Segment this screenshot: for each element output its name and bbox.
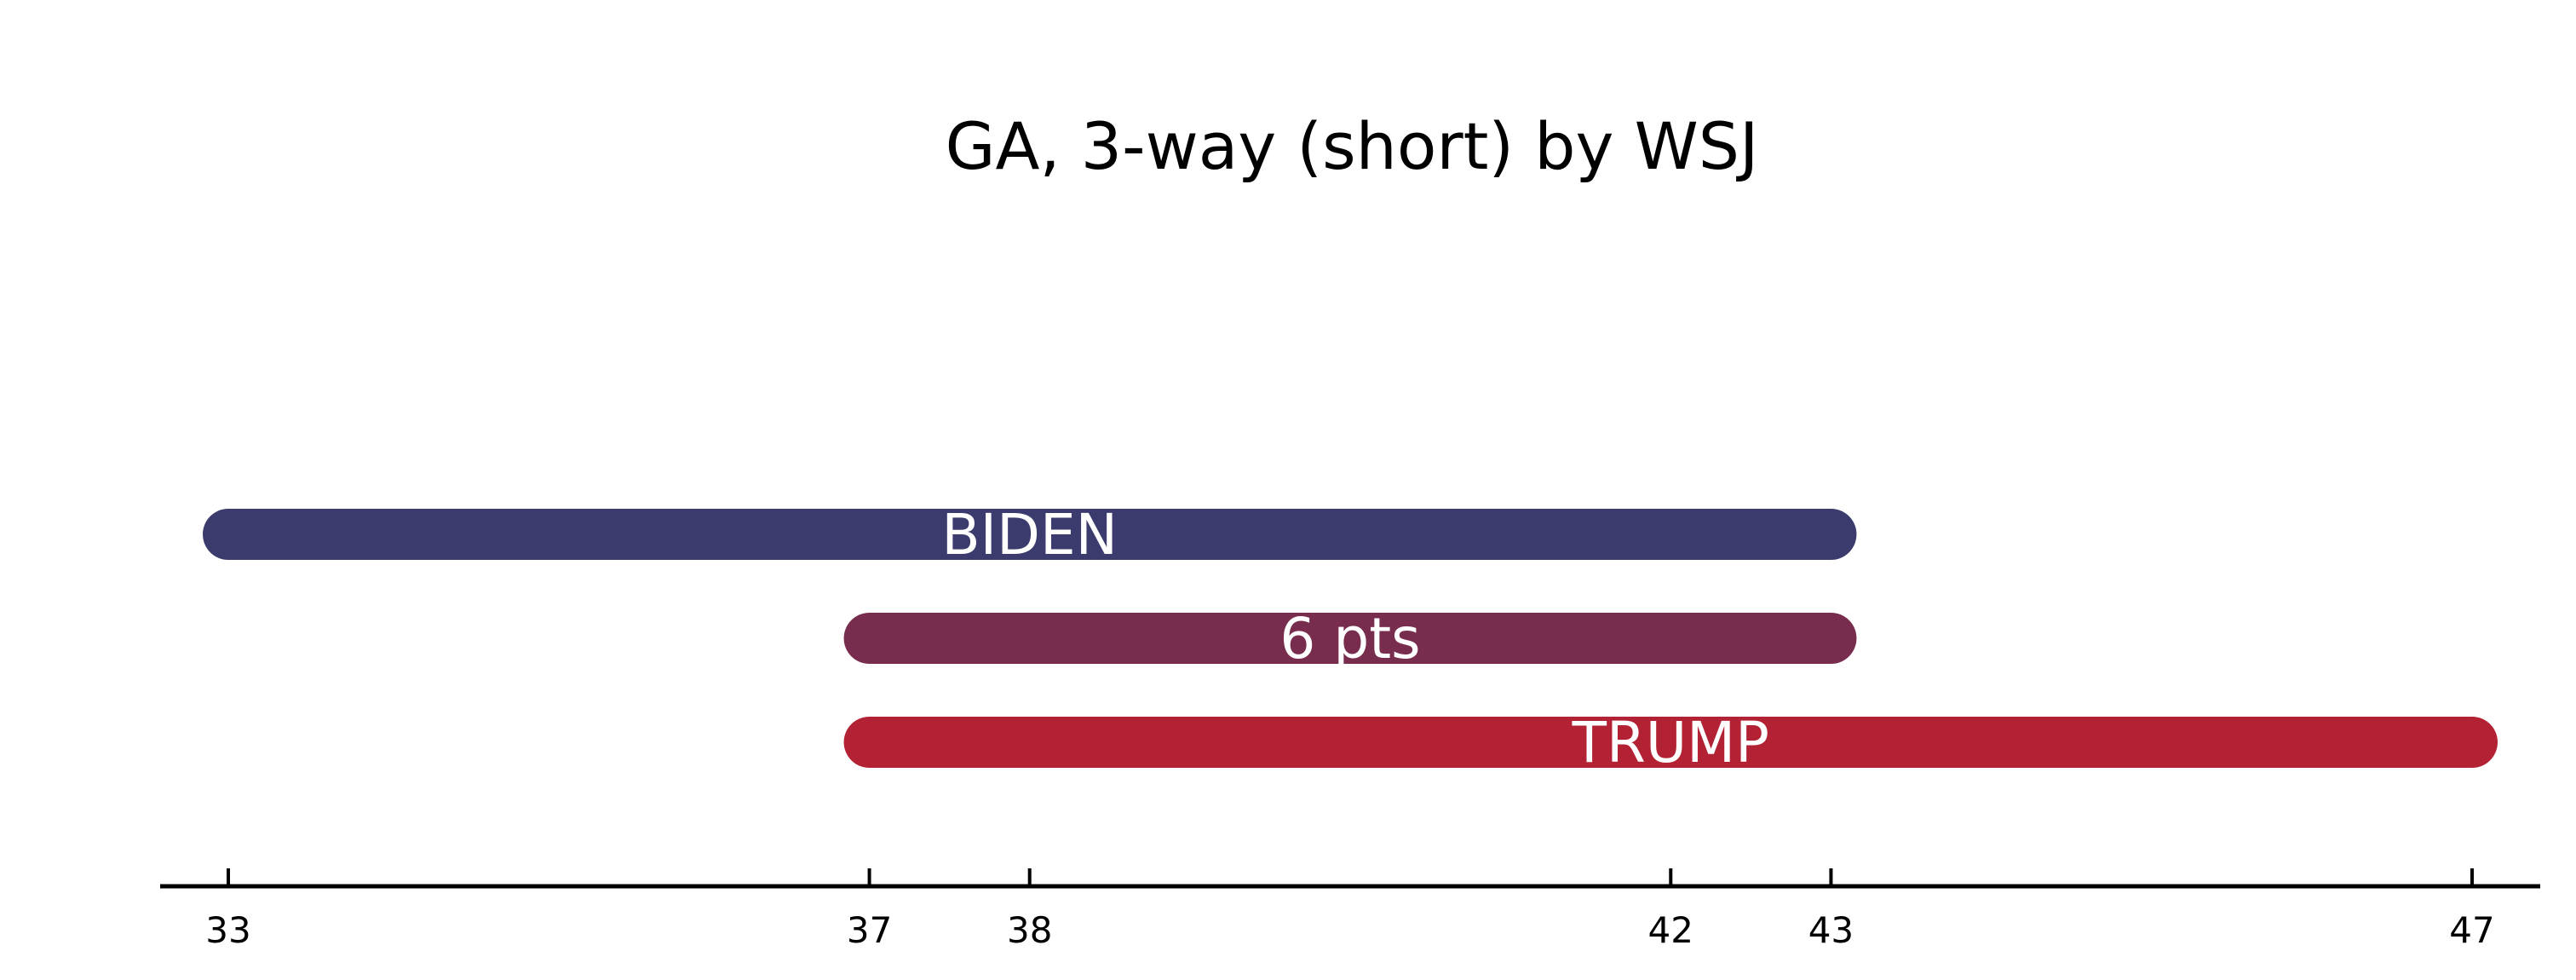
bar-label: 6 pts	[1279, 606, 1420, 672]
x-tick-label: 43	[1808, 909, 1854, 951]
bar-biden	[203, 509, 1857, 560]
x-tick-label: 38	[1007, 909, 1052, 951]
x-tick-label: 37	[847, 909, 892, 951]
bar-label: BIDEN	[941, 502, 1118, 568]
x-tick-label: 42	[1648, 909, 1693, 951]
x-axis: 33 37 38 42 43 47	[160, 868, 2540, 951]
bar-6-pts	[843, 613, 1857, 664]
chart-title: GA, 3-way (short) by WSJ	[945, 108, 1759, 184]
bar-label: TRUMP	[1572, 710, 1769, 775]
x-tick-label: 33	[205, 909, 250, 951]
x-tick-label: 47	[2449, 909, 2494, 951]
bar-trump	[843, 717, 2498, 768]
bars-layer: BIDEN 6 pts TRUMP	[203, 502, 2498, 775]
